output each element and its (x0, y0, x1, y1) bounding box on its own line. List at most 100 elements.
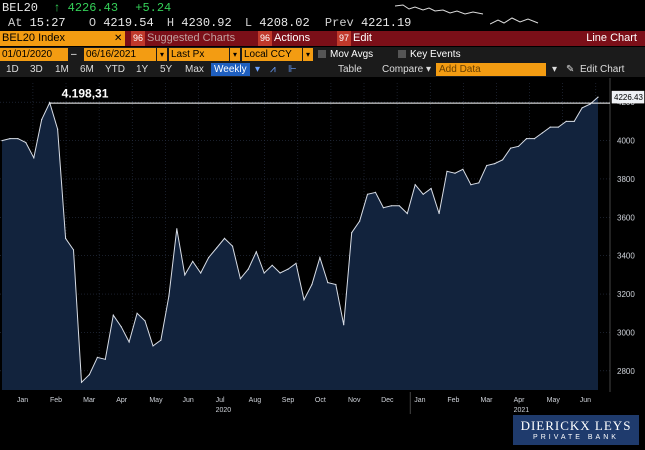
price-point (279, 272, 281, 274)
range-button-6m[interactable]: 6M (80, 64, 94, 75)
ticker-clear-icon[interactable]: ✕ (114, 33, 123, 44)
price-point (366, 193, 369, 195)
x-tick-label: Jan (17, 397, 28, 404)
price-point (223, 237, 226, 239)
price-point (80, 381, 83, 383)
price-point (478, 182, 480, 184)
range-button-1d[interactable]: 1D (6, 64, 19, 75)
price-point (72, 249, 75, 251)
intraday-sparkline (395, 4, 484, 15)
price-point (184, 274, 186, 276)
price-point (168, 295, 170, 297)
intraday-sparkline-2 (490, 17, 539, 25)
add-data-input[interactable]: Add Data (436, 63, 546, 76)
price-point (589, 103, 591, 105)
y-tick-label: 4000 (617, 137, 635, 146)
edit-chart-icon[interactable]: ✎ (566, 64, 575, 75)
price-area (2, 97, 598, 390)
suggested-charts-button[interactable]: 96 Suggested Charts (131, 31, 235, 46)
y-tick-label: 3200 (617, 290, 635, 299)
start-date-input[interactable]: 01/01/2020 (0, 48, 68, 61)
key-events-checkbox[interactable] (398, 50, 406, 58)
price-point (319, 257, 321, 259)
suggested-label: Suggested Charts (147, 32, 236, 44)
field-dropdown-icon[interactable]: ▾ (230, 48, 240, 61)
price-point (136, 312, 138, 314)
price-point (557, 126, 559, 128)
price-point (57, 128, 59, 130)
quote-time: 15:27 (29, 16, 66, 30)
calendar-dropdown-icon[interactable]: ▾ (157, 48, 167, 61)
compare-dropdown-icon[interactable]: ▾ (426, 64, 432, 75)
price-point (359, 220, 361, 222)
price-point (454, 172, 456, 174)
price-point (597, 96, 599, 98)
x-tick-label: May (547, 397, 561, 404)
range-button-ytd[interactable]: YTD (105, 64, 125, 75)
price-point (96, 356, 98, 358)
price-point (382, 207, 384, 209)
price-point (573, 120, 575, 122)
date-separator: – (71, 49, 77, 60)
price-point (374, 191, 377, 193)
settings-icon[interactable]: ▾ (552, 64, 558, 75)
frequency-dropdown-icon[interactable]: ▾ (255, 64, 261, 75)
frequency-selector[interactable]: Weekly (211, 63, 250, 76)
range-button-1y[interactable]: 1Y (136, 64, 149, 75)
price-point (65, 237, 67, 239)
quote-open: 4219.54 (103, 16, 154, 30)
edit-chart-button[interactable]: Edit Chart (580, 64, 625, 75)
price-point (343, 324, 345, 326)
price-point (152, 345, 154, 347)
price-point (502, 159, 504, 161)
chart-type-icon[interactable]: ⊩ (288, 64, 297, 75)
last-value-box (611, 90, 645, 104)
x-year-label: 2021 (514, 407, 530, 414)
edit-menu-button[interactable]: 97 Edit (337, 31, 372, 46)
edit-number: 97 (337, 31, 352, 46)
x-tick-label: Feb (447, 397, 459, 404)
price-point (565, 120, 567, 122)
mov-avgs-checkbox[interactable] (318, 50, 326, 58)
range-button-5y[interactable]: 5Y (160, 64, 173, 75)
range-button-3d[interactable]: 3D (30, 64, 43, 75)
quote-symbol: BEL20 (2, 1, 39, 15)
y-tick-label: 3600 (617, 213, 635, 222)
price-chart[interactable]: 280030003200340036003800400042004226.434… (0, 78, 645, 450)
price-point (41, 118, 43, 121)
price-point (9, 138, 11, 140)
ticker-field[interactable]: BEL20 Index (0, 31, 125, 46)
mov-avgs-label: Mov Avgs (330, 49, 374, 60)
price-point (255, 251, 257, 253)
price-point (247, 268, 249, 270)
range-button-max[interactable]: Max (185, 64, 204, 75)
actions-label: Actions (274, 32, 311, 44)
high-annotation: 4.198,31 (62, 87, 109, 101)
range-button-1m[interactable]: 1M (55, 64, 69, 75)
x-tick-label: Jun (580, 397, 591, 404)
price-point (239, 278, 241, 280)
table-button[interactable]: Table (338, 64, 362, 75)
currency-selector[interactable]: Local CCY (242, 48, 302, 61)
price-point (295, 262, 297, 264)
currency-dropdown-icon[interactable]: ▾ (303, 48, 313, 61)
actions-menu-button[interactable]: 96 Actions (258, 31, 310, 46)
key-events-label: Key Events (410, 49, 461, 60)
price-point (541, 132, 544, 134)
price-point (398, 205, 400, 207)
price-point (406, 212, 408, 215)
quote-row-2: At 15:27 O 4219.54 H 4230.92 L 4208.02 P… (2, 16, 411, 30)
x-tick-label: Sep (282, 397, 295, 404)
end-date-input[interactable]: 06/16/2021 (84, 48, 156, 61)
field-selector[interactable]: Last Px (169, 48, 229, 61)
price-point (287, 268, 289, 270)
x-tick-label: Mar (83, 397, 96, 404)
x-tick-label: May (149, 397, 163, 404)
compare-button[interactable]: Compare (382, 64, 424, 75)
price-point (414, 184, 416, 186)
quote-change: +5.24 (135, 1, 172, 15)
range-toolbar: 1D 3D 1M 6M YTD 1Y 5Y Max Weekly ▾ ⩘ ⊩ Table Co… (0, 62, 645, 77)
price-point (462, 168, 464, 170)
x-tick-label: Jun (182, 397, 193, 404)
line-style-icon[interactable]: ⩘ (270, 64, 276, 75)
